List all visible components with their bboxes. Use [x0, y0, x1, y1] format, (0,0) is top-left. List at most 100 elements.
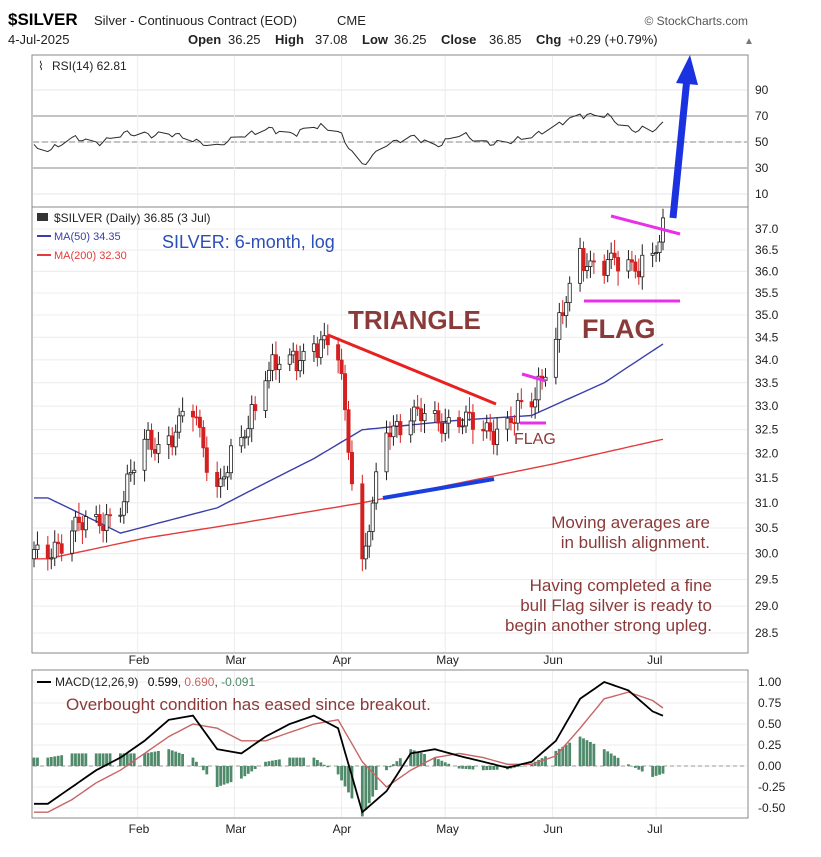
macd-histogram-bar: [651, 766, 655, 777]
candle: [343, 364, 348, 421]
candle-body: [512, 422, 517, 424]
candle-body: [222, 476, 227, 480]
candle: [298, 345, 303, 378]
macd-histogram-bar: [582, 738, 585, 766]
candle: [177, 407, 182, 439]
candle: [422, 403, 427, 434]
candle-body: [73, 516, 78, 532]
ohlc-label: Chg: [536, 32, 561, 47]
candle: [156, 431, 161, 464]
macd-histogram-bar: [170, 750, 174, 766]
candle-body: [343, 373, 348, 411]
candle-body: [443, 422, 448, 434]
rsi-tick-label: 70: [755, 109, 769, 123]
macd-histogram-bar: [80, 753, 84, 766]
candle: [457, 410, 462, 434]
macd-histogram-bar: [94, 753, 98, 766]
candle-body: [640, 254, 645, 278]
candle: [616, 250, 621, 286]
month-label-price: Apr: [333, 653, 352, 667]
candle-body: [560, 312, 565, 317]
macd-histogram-bar: [157, 751, 160, 766]
candle-body: [398, 421, 403, 436]
candle-body: [190, 410, 195, 418]
candle: [228, 438, 233, 480]
candle: [460, 418, 465, 435]
candle-body: [156, 444, 161, 454]
rsi-series: [33, 112, 664, 166]
macd-histogram-bar: [150, 752, 153, 766]
note-line: begin another strong upleg.: [505, 616, 712, 635]
candle-body: [118, 514, 123, 517]
macd-tick-label: 0.75: [758, 696, 782, 710]
macd-histogram-bar: [412, 750, 416, 766]
candle-body: [94, 514, 99, 518]
macd-histogram-bar: [56, 755, 60, 766]
macd-histogram-bar: [388, 766, 392, 768]
macd-histogram-bar: [326, 766, 330, 768]
macd-histogram-bar: [409, 749, 413, 766]
axis-labels: 10 30 50 70 90 28.5 29.0 29.5 30.0 30.5 31.0 31.5 32…: [129, 83, 786, 836]
macd-histogram-bar: [374, 766, 378, 790]
candle-body: [325, 335, 330, 346]
macd-histogram-bar: [609, 753, 613, 766]
bull-flag-note: Having completed a fine bull Flag silver …: [505, 576, 712, 635]
rsi-icon: ⌇: [38, 59, 44, 73]
candle: [45, 536, 50, 571]
macd-histogram-bar: [419, 752, 423, 766]
macd-histogram-bar: [177, 752, 181, 766]
macd-histogram-bar: [319, 762, 323, 766]
month-label-price: Jul: [647, 653, 662, 667]
candle-body: [298, 360, 303, 372]
macd-histogram-bar: [385, 766, 388, 771]
candle-body: [557, 312, 562, 340]
candle: [56, 533, 61, 557]
macd-histogram-bar: [367, 766, 371, 804]
macd-tick-label: -0.50: [758, 801, 786, 815]
symbol: $SILVER: [8, 10, 78, 29]
candle-body: [277, 363, 282, 371]
macd-histogram-bar: [77, 753, 81, 766]
macd-histogram-bar: [36, 757, 39, 766]
candle-body: [59, 543, 64, 554]
candle-body: [228, 445, 233, 474]
rsi-panel: [31, 54, 749, 208]
candle: [246, 415, 251, 446]
candle: [398, 414, 403, 443]
rsi-tick-label: 10: [755, 187, 769, 201]
triangle-resistance-line: [327, 333, 497, 406]
ohlc-label: High: [275, 32, 304, 47]
candle: [567, 276, 572, 312]
triangle-support-line: [382, 477, 495, 500]
macd-histogram-bar: [129, 753, 133, 766]
candle: [249, 395, 254, 443]
candle: [349, 440, 354, 491]
flag-top-line: [610, 214, 681, 236]
macd-histogram-bar: [101, 753, 105, 766]
macd-histogram-bar: [492, 766, 496, 770]
macd-tick-label: 0.25: [758, 738, 782, 752]
candle-body: [349, 451, 354, 485]
rsi-label: RSI(14) 62.81: [52, 59, 127, 73]
candle-body: [657, 241, 662, 253]
candle-body: [294, 350, 299, 372]
price-tick-label: 34.5: [755, 330, 779, 344]
macd-histogram-bar: [174, 751, 178, 766]
candle-body: [533, 399, 538, 408]
candle-body: [97, 514, 102, 527]
macd-histogram-bar: [250, 766, 254, 772]
flag-label: FLAG: [582, 314, 656, 344]
candle-body: [519, 400, 524, 403]
candle: [488, 413, 493, 441]
candle-body: [515, 400, 520, 424]
candle: [253, 396, 258, 421]
grid-layer: [33, 56, 747, 817]
macd-histogram-bar: [239, 766, 243, 779]
macd-histogram-bar: [395, 761, 399, 766]
macd-histogram-bar: [630, 766, 634, 767]
macd-histogram-bar: [568, 742, 572, 766]
macd-histogram-bar: [488, 766, 492, 770]
candle-body: [322, 335, 327, 341]
candle: [263, 371, 268, 418]
macd-histogram-bar: [447, 763, 451, 766]
